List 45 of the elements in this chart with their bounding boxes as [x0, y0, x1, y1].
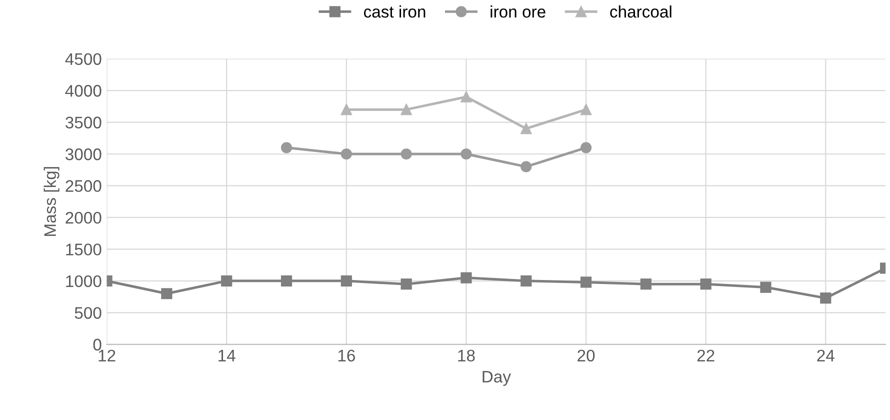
point	[340, 104, 352, 116]
y-tick-label: 4000	[65, 84, 102, 97]
y-tick-label: 1000	[66, 275, 102, 288]
x-axis-title: Day	[482, 370, 511, 386]
point	[580, 142, 592, 154]
point	[580, 276, 592, 288]
legend-label: charcoal	[610, 5, 672, 18]
x-tick-label: 12	[98, 350, 116, 362]
y-tick-label: 4500	[65, 53, 102, 66]
point	[760, 282, 772, 293]
point	[340, 275, 352, 286]
x-tick-label: 14	[218, 350, 236, 362]
y-axis-title: Mass [kg]	[44, 167, 60, 236]
y-tick-label: 2500	[66, 180, 102, 192]
y-tick-label: 500	[74, 307, 102, 319]
point	[161, 288, 172, 300]
x-tick-label: 24	[817, 350, 834, 362]
point	[460, 91, 472, 102]
point	[820, 292, 832, 304]
point	[400, 278, 412, 290]
point	[400, 148, 412, 160]
x-tick-label: 16	[338, 350, 355, 362]
point	[221, 275, 232, 286]
point	[460, 272, 472, 284]
point	[580, 104, 592, 116]
point	[520, 275, 532, 286]
point	[280, 142, 292, 154]
y-tick-label: 3000	[66, 148, 102, 160]
x-tick-label: 22	[697, 350, 714, 362]
point	[520, 123, 532, 134]
y-tick-label: 3500	[66, 116, 102, 128]
point	[400, 104, 412, 116]
point	[460, 148, 472, 160]
point	[700, 278, 712, 290]
legend-label: iron ore	[490, 5, 546, 18]
y-tick-label: 1500	[66, 244, 102, 256]
x-tick-label: 18	[458, 350, 475, 362]
x-tick-label: 20	[578, 350, 595, 362]
point	[520, 161, 532, 172]
point	[640, 278, 652, 290]
legend-label: cast iron	[364, 5, 426, 18]
y-tick-label: 0	[93, 338, 102, 351]
point	[280, 275, 292, 286]
y-tick-label: 2000	[66, 212, 102, 224]
point	[340, 148, 352, 160]
